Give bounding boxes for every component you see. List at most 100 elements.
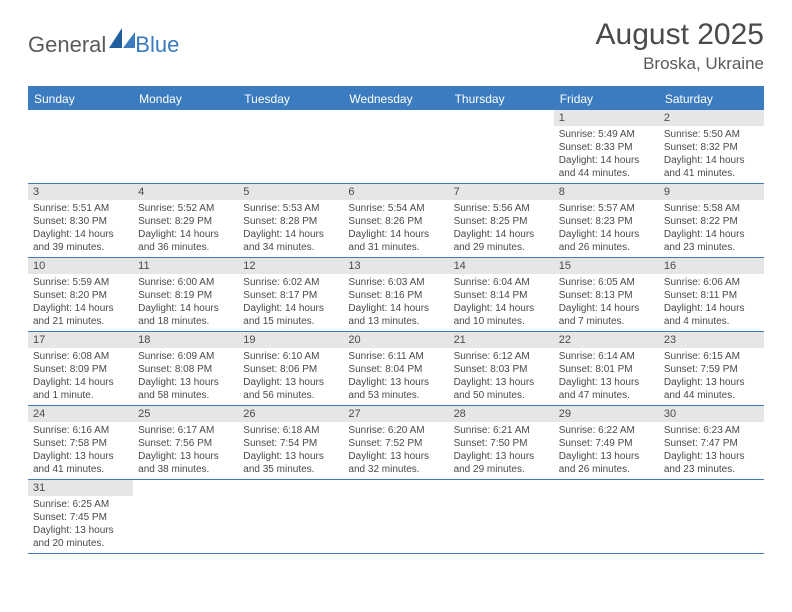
day-body: Sunrise: 5:52 AMSunset: 8:29 PMDaylight:… xyxy=(133,200,238,257)
day-number: 19 xyxy=(238,332,343,348)
daylight-line: Daylight: 14 hours and 41 minutes. xyxy=(664,154,759,180)
empty-cell xyxy=(554,480,659,554)
day-body: Sunrise: 5:51 AMSunset: 8:30 PMDaylight:… xyxy=(28,200,133,257)
sunset-line: Sunset: 8:28 PM xyxy=(243,215,338,228)
day-cell: 17Sunrise: 6:08 AMSunset: 8:09 PMDayligh… xyxy=(28,332,133,406)
daylight-line: Daylight: 13 hours and 56 minutes. xyxy=(243,376,338,402)
daylight-line: Daylight: 13 hours and 32 minutes. xyxy=(348,450,443,476)
daylight-line: Daylight: 13 hours and 53 minutes. xyxy=(348,376,443,402)
daylight-line: Daylight: 13 hours and 50 minutes. xyxy=(454,376,549,402)
daylight-line: Daylight: 14 hours and 13 minutes. xyxy=(348,302,443,328)
daylight-line: Daylight: 14 hours and 34 minutes. xyxy=(243,228,338,254)
sunrise-line: Sunrise: 6:03 AM xyxy=(348,276,443,289)
day-cell: 2Sunrise: 5:50 AMSunset: 8:32 PMDaylight… xyxy=(659,110,764,184)
sunset-line: Sunset: 8:16 PM xyxy=(348,289,443,302)
day-body: Sunrise: 6:03 AMSunset: 8:16 PMDaylight:… xyxy=(343,274,448,331)
empty-cell xyxy=(449,480,554,554)
day-header-cell: Tuesday xyxy=(238,88,343,110)
sunrise-line: Sunrise: 6:25 AM xyxy=(33,498,128,511)
daylight-line: Daylight: 14 hours and 21 minutes. xyxy=(33,302,128,328)
sunset-line: Sunset: 8:22 PM xyxy=(664,215,759,228)
day-number: 28 xyxy=(449,406,554,422)
day-cell: 22Sunrise: 6:14 AMSunset: 8:01 PMDayligh… xyxy=(554,332,659,406)
day-cell: 29Sunrise: 6:22 AMSunset: 7:49 PMDayligh… xyxy=(554,406,659,480)
daylight-line: Daylight: 14 hours and 29 minutes. xyxy=(454,228,549,254)
daylight-line: Daylight: 14 hours and 18 minutes. xyxy=(138,302,233,328)
sunrise-line: Sunrise: 6:10 AM xyxy=(243,350,338,363)
day-cell: 11Sunrise: 6:00 AMSunset: 8:19 PMDayligh… xyxy=(133,258,238,332)
day-header-cell: Monday xyxy=(133,88,238,110)
day-number: 10 xyxy=(28,258,133,274)
day-cell: 4Sunrise: 5:52 AMSunset: 8:29 PMDaylight… xyxy=(133,184,238,258)
sunset-line: Sunset: 8:04 PM xyxy=(348,363,443,376)
day-cell: 20Sunrise: 6:11 AMSunset: 8:04 PMDayligh… xyxy=(343,332,448,406)
location: Broska, Ukraine xyxy=(596,54,764,74)
day-number: 17 xyxy=(28,332,133,348)
day-body: Sunrise: 5:58 AMSunset: 8:22 PMDaylight:… xyxy=(659,200,764,257)
sunset-line: Sunset: 8:33 PM xyxy=(559,141,654,154)
day-body: Sunrise: 5:56 AMSunset: 8:25 PMDaylight:… xyxy=(449,200,554,257)
day-cell: 18Sunrise: 6:09 AMSunset: 8:08 PMDayligh… xyxy=(133,332,238,406)
sunset-line: Sunset: 7:59 PM xyxy=(664,363,759,376)
day-number: 23 xyxy=(659,332,764,348)
empty-cell xyxy=(238,110,343,184)
sunrise-line: Sunrise: 6:00 AM xyxy=(138,276,233,289)
empty-cell xyxy=(343,480,448,554)
day-number: 7 xyxy=(449,184,554,200)
empty-cell xyxy=(343,110,448,184)
day-cell: 19 Sunrise: 6:10 AMSunset: 8:06 PMDayligh… xyxy=(238,332,343,406)
day-number: 15 xyxy=(554,258,659,274)
logo-text-blue: Blue xyxy=(135,32,179,58)
day-number: 21 xyxy=(449,332,554,348)
week-row: 10Sunrise: 5:59 AMSunset: 8:20 PMDayligh… xyxy=(28,258,764,332)
logo-sail-icon xyxy=(109,28,135,53)
day-number: 20 xyxy=(343,332,448,348)
sunrise-line: Sunrise: 6:02 AM xyxy=(243,276,338,289)
sunrise-line: Sunrise: 5:58 AM xyxy=(664,202,759,215)
day-cell: 27Sunrise: 6:20 AMSunset: 7:52 PMDayligh… xyxy=(343,406,448,480)
daylight-line: Daylight: 14 hours and 23 minutes. xyxy=(664,228,759,254)
sunrise-line: Sunrise: 6:16 AM xyxy=(33,424,128,437)
empty-cell xyxy=(133,110,238,184)
day-cell: 26Sunrise: 6:18 AMSunset: 7:54 PMDayligh… xyxy=(238,406,343,480)
sunset-line: Sunset: 8:30 PM xyxy=(33,215,128,228)
day-cell: 10Sunrise: 5:59 AMSunset: 8:20 PMDayligh… xyxy=(28,258,133,332)
daylight-line: Daylight: 13 hours and 35 minutes. xyxy=(243,450,338,476)
sunset-line: Sunset: 8:11 PM xyxy=(664,289,759,302)
sunrise-line: Sunrise: 6:08 AM xyxy=(33,350,128,363)
sunrise-line: Sunrise: 5:53 AM xyxy=(243,202,338,215)
day-cell: 6Sunrise: 5:54 AMSunset: 8:26 PMDaylight… xyxy=(343,184,448,258)
header: General Blue August 2025 Broska, Ukraine xyxy=(0,0,792,82)
week-row: 24Sunrise: 6:16 AMSunset: 7:58 PMDayligh… xyxy=(28,406,764,480)
day-body: Sunrise: 5:53 AMSunset: 8:28 PMDaylight:… xyxy=(238,200,343,257)
day-cell: 1Sunrise: 5:49 AMSunset: 8:33 PMDaylight… xyxy=(554,110,659,184)
day-cell: 8Sunrise: 5:57 AMSunset: 8:23 PMDaylight… xyxy=(554,184,659,258)
day-header-row: SundayMondayTuesdayWednesdayThursdayFrid… xyxy=(28,88,764,110)
empty-cell xyxy=(659,480,764,554)
daylight-line: Daylight: 14 hours and 31 minutes. xyxy=(348,228,443,254)
day-header-cell: Friday xyxy=(554,88,659,110)
day-header-cell: Thursday xyxy=(449,88,554,110)
daylight-line: Daylight: 14 hours and 10 minutes. xyxy=(454,302,549,328)
sunrise-line: Sunrise: 6:17 AM xyxy=(138,424,233,437)
day-body: Sunrise: 6:25 AMSunset: 7:45 PMDaylight:… xyxy=(28,496,133,553)
sunrise-line: Sunrise: 6:12 AM xyxy=(454,350,549,363)
sunset-line: Sunset: 8:17 PM xyxy=(243,289,338,302)
day-number: 18 xyxy=(133,332,238,348)
sunrise-line: Sunrise: 5:57 AM xyxy=(559,202,654,215)
day-cell: 13Sunrise: 6:03 AMSunset: 8:16 PMDayligh… xyxy=(343,258,448,332)
sunset-line: Sunset: 8:19 PM xyxy=(138,289,233,302)
week-row: 1Sunrise: 5:49 AMSunset: 8:33 PMDaylight… xyxy=(28,110,764,184)
daylight-line: Daylight: 13 hours and 29 minutes. xyxy=(454,450,549,476)
sunrise-line: Sunrise: 5:54 AM xyxy=(348,202,443,215)
day-cell: 12Sunrise: 6:02 AMSunset: 8:17 PMDayligh… xyxy=(238,258,343,332)
daylight-line: Daylight: 14 hours and 36 minutes. xyxy=(138,228,233,254)
day-number: 13 xyxy=(343,258,448,274)
logo-text-general: General xyxy=(28,32,106,58)
sunset-line: Sunset: 8:09 PM xyxy=(33,363,128,376)
day-header-cell: Sunday xyxy=(28,88,133,110)
day-body: Sunrise: 6:00 AMSunset: 8:19 PMDaylight:… xyxy=(133,274,238,331)
sunset-line: Sunset: 8:06 PM xyxy=(243,363,338,376)
sunrise-line: Sunrise: 6:22 AM xyxy=(559,424,654,437)
sunrise-line: Sunrise: 6:18 AM xyxy=(243,424,338,437)
